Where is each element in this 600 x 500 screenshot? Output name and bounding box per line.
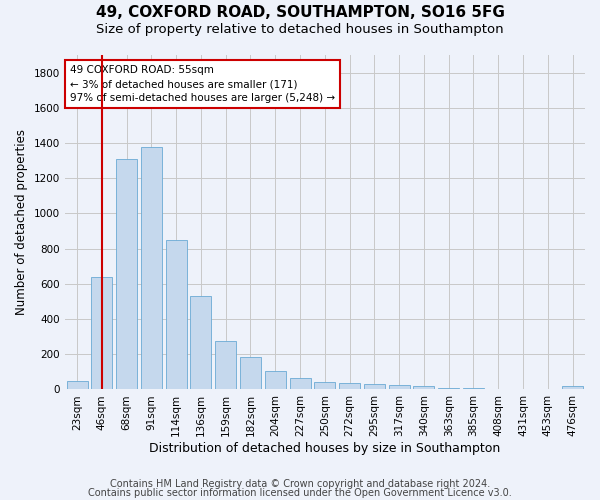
Bar <box>562 386 583 390</box>
Bar <box>116 159 137 390</box>
Bar <box>91 277 112 390</box>
Bar <box>488 388 509 390</box>
Bar <box>438 388 459 390</box>
Bar <box>265 371 286 390</box>
Bar <box>364 384 385 390</box>
Bar <box>67 380 88 390</box>
Text: 49, COXFORD ROAD, SOUTHAMPTON, SO16 5FG: 49, COXFORD ROAD, SOUTHAMPTON, SO16 5FG <box>95 5 505 20</box>
Bar <box>141 146 162 390</box>
Bar <box>389 385 410 390</box>
Bar <box>215 341 236 390</box>
Bar <box>339 383 360 390</box>
Bar <box>413 386 434 390</box>
X-axis label: Distribution of detached houses by size in Southampton: Distribution of detached houses by size … <box>149 442 500 455</box>
Text: Contains public sector information licensed under the Open Government Licence v3: Contains public sector information licen… <box>88 488 512 498</box>
Text: Size of property relative to detached houses in Southampton: Size of property relative to detached ho… <box>96 22 504 36</box>
Y-axis label: Number of detached properties: Number of detached properties <box>15 129 28 315</box>
Text: Contains HM Land Registry data © Crown copyright and database right 2024.: Contains HM Land Registry data © Crown c… <box>110 479 490 489</box>
Bar <box>463 388 484 390</box>
Bar <box>538 389 559 390</box>
Bar <box>190 296 211 390</box>
Bar <box>512 388 533 390</box>
Bar <box>290 378 311 390</box>
Bar <box>240 357 261 390</box>
Bar <box>314 382 335 390</box>
Bar <box>166 240 187 390</box>
Text: 49 COXFORD ROAD: 55sqm
← 3% of detached houses are smaller (171)
97% of semi-det: 49 COXFORD ROAD: 55sqm ← 3% of detached … <box>70 65 335 103</box>
